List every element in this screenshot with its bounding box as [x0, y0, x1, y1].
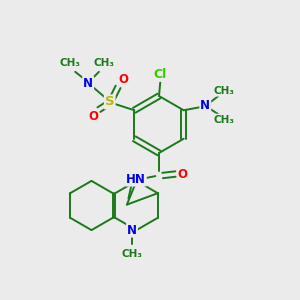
Text: O: O	[118, 73, 128, 86]
Text: N: N	[200, 99, 210, 112]
Text: Cl: Cl	[154, 68, 167, 81]
Text: N: N	[127, 224, 137, 237]
Text: N: N	[83, 77, 93, 90]
Text: O: O	[177, 167, 188, 181]
Text: CH₃: CH₃	[122, 249, 142, 259]
Text: S: S	[105, 95, 115, 108]
Text: CH₃: CH₃	[94, 58, 115, 68]
Text: HN: HN	[126, 172, 146, 186]
Text: CH₃: CH₃	[60, 58, 81, 68]
Text: CH₃: CH₃	[214, 86, 235, 96]
Text: O: O	[88, 110, 98, 123]
Text: CH₃: CH₃	[214, 115, 235, 124]
